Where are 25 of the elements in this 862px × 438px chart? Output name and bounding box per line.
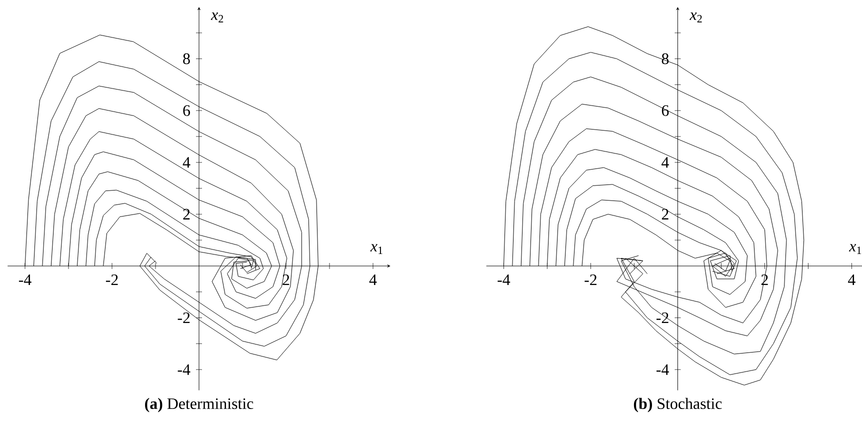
y-tick-label: -4 bbox=[178, 364, 190, 375]
y-axis-title: x$_{2}$ bbox=[210, 12, 224, 22]
x-tick-label: -2 bbox=[584, 274, 596, 286]
y-tick-label: 4 bbox=[182, 157, 190, 168]
y-tick-label: 2 bbox=[662, 208, 668, 220]
x-tick-label: -4 bbox=[498, 274, 510, 285]
x-tick-label: 2 bbox=[282, 274, 290, 286]
y-axis-title: x$_{2}$ bbox=[690, 12, 702, 22]
y-tick-label: 4 bbox=[662, 157, 669, 168]
x-tick-label: -2 bbox=[106, 274, 118, 286]
y-tick-label: 2 bbox=[183, 208, 190, 220]
y-tick-label: -2 bbox=[656, 312, 668, 324]
x-axis-title: x$_{1}$ bbox=[848, 244, 862, 254]
x-tick-label: -4 bbox=[18, 274, 32, 285]
y-tick-label: 8 bbox=[183, 53, 190, 64]
x-tick-label: 2 bbox=[761, 274, 768, 286]
text: (a) Deterministic bbox=[145, 398, 254, 412]
x-tick-label: 4 bbox=[848, 274, 856, 285]
x-tick-label: 4 bbox=[369, 274, 377, 285]
y-tick-label: -2 bbox=[178, 312, 190, 324]
y-tick-label: 6 bbox=[662, 105, 669, 116]
text: (b) Stochastic bbox=[634, 398, 722, 412]
y-tick-label: -4 bbox=[656, 364, 669, 375]
y-tick-label: 6 bbox=[183, 105, 190, 116]
x-axis-title: x$_{1}$ bbox=[370, 244, 382, 254]
